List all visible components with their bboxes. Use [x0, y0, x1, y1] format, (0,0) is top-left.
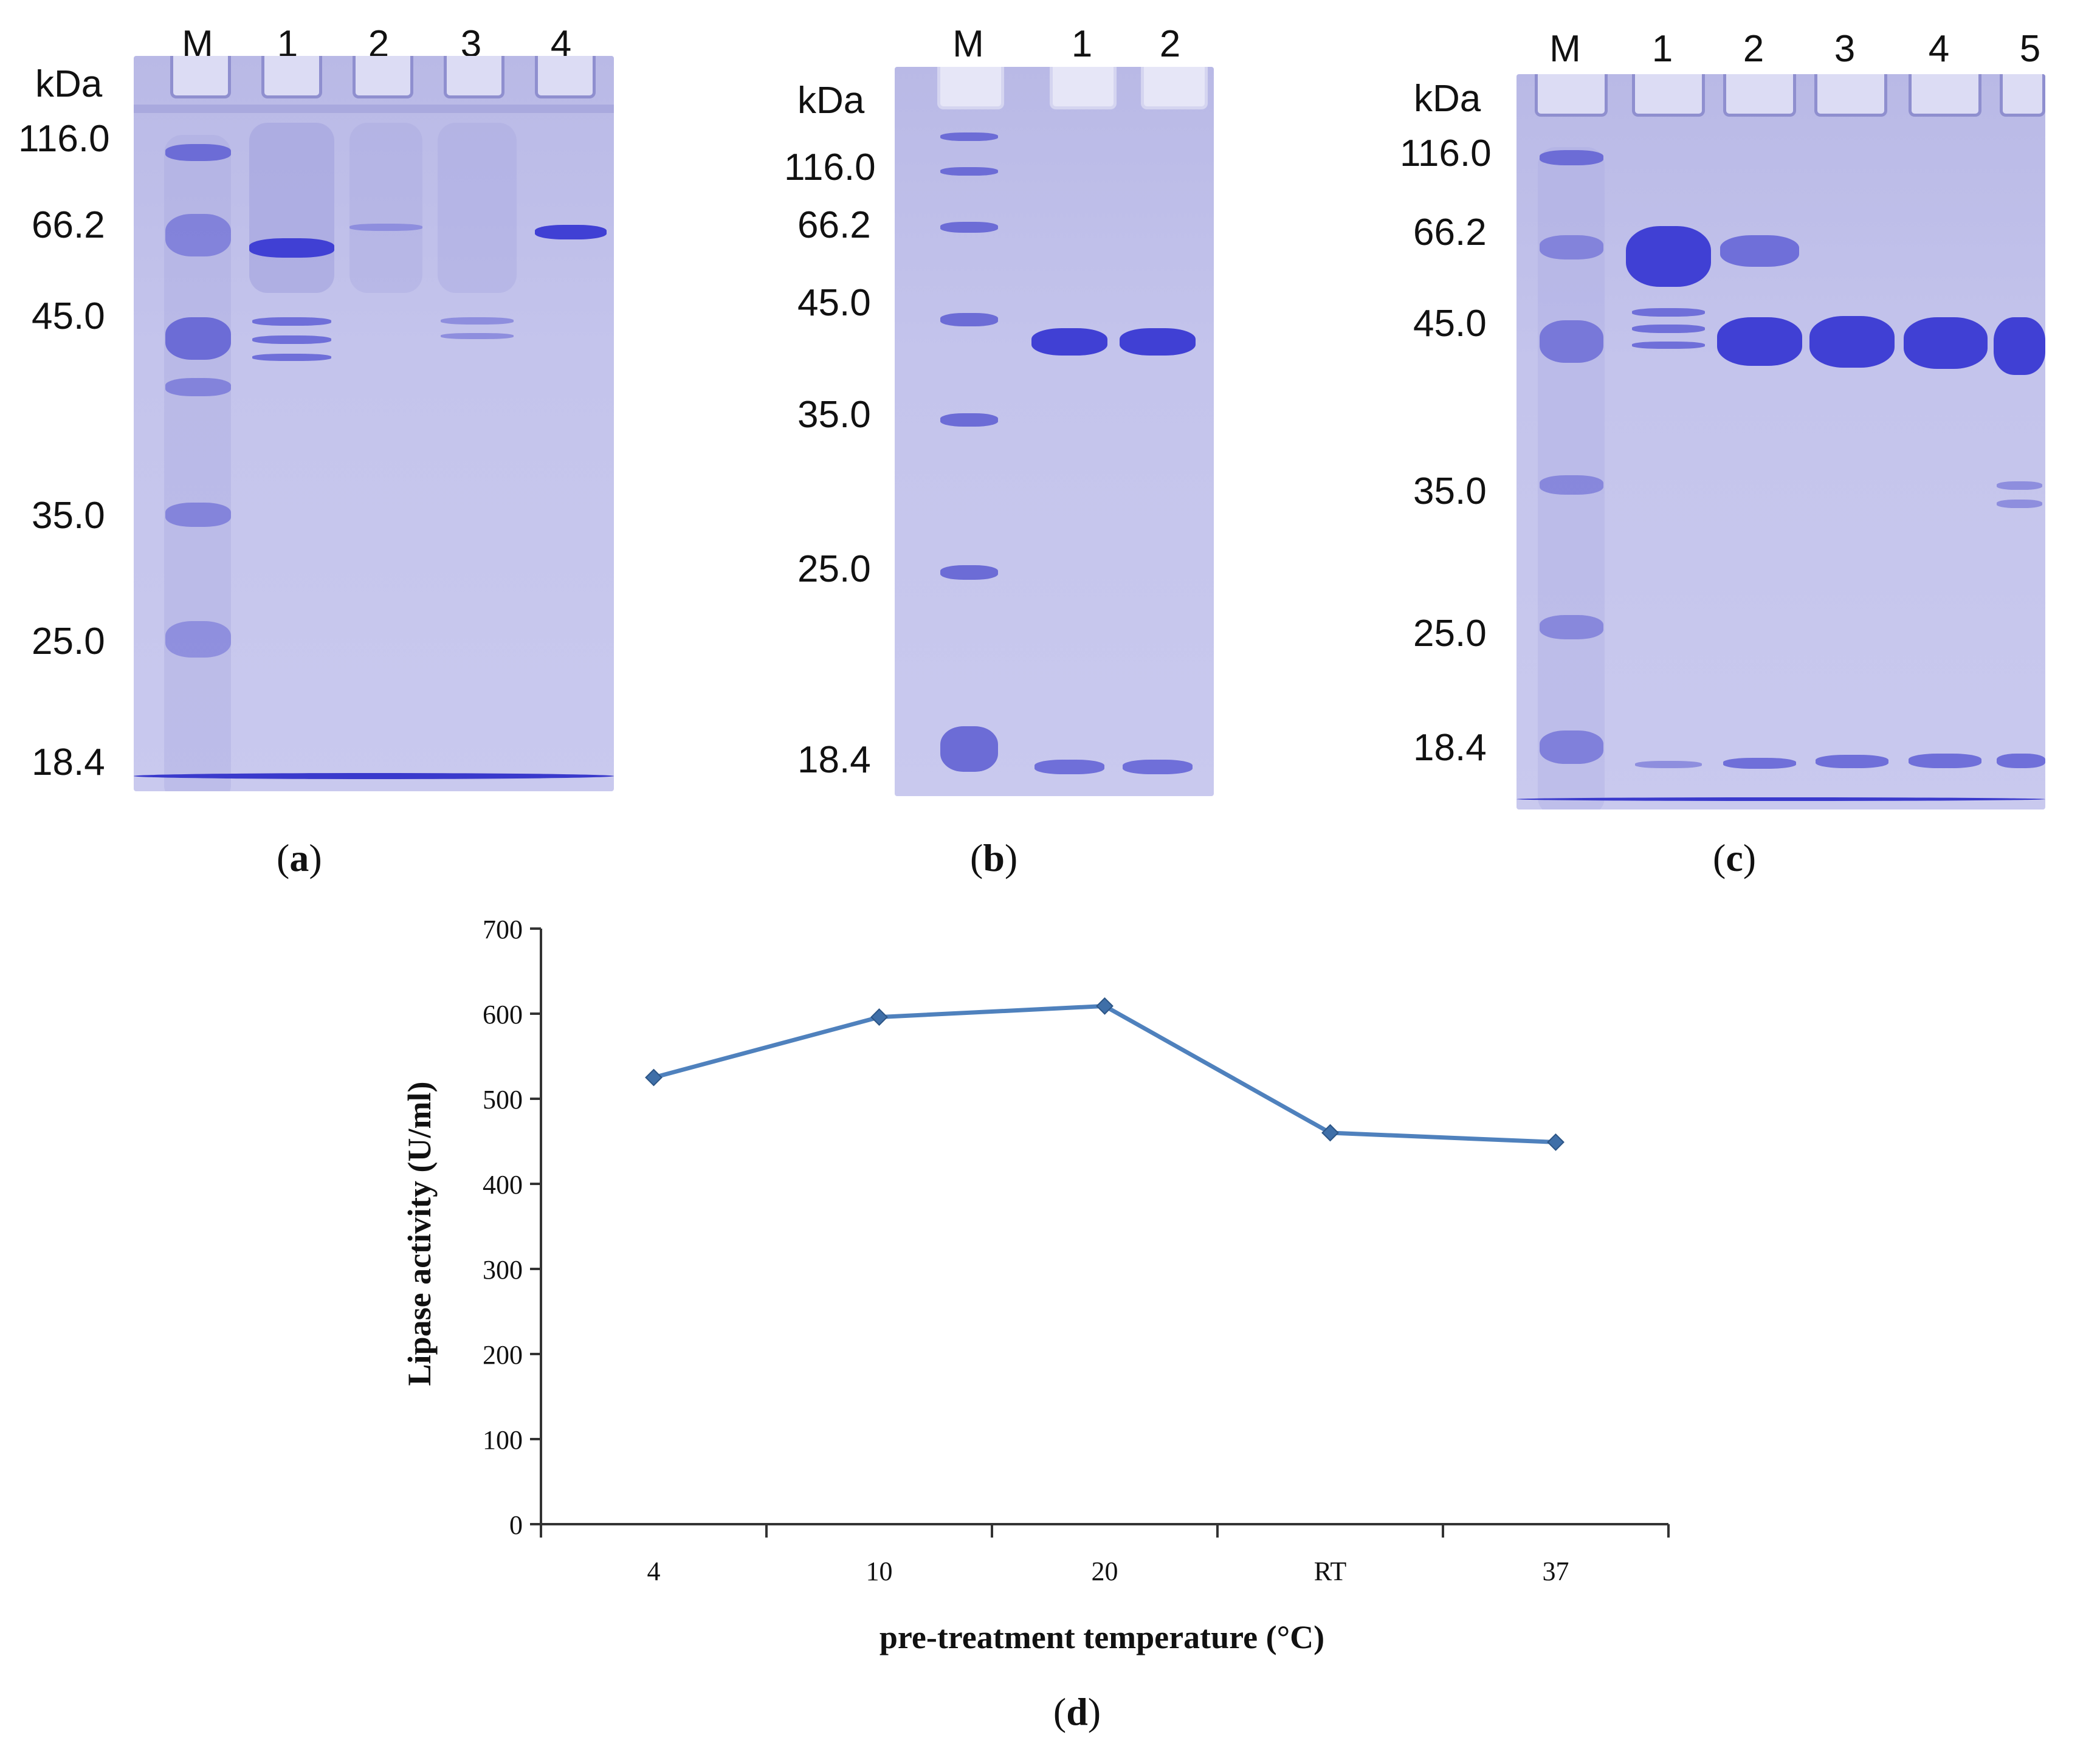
- y-tick-label: 100: [483, 1425, 523, 1455]
- unit-label: kDa: [35, 63, 103, 105]
- data-point: [645, 1068, 663, 1087]
- y-tick-label: 400: [483, 1170, 523, 1200]
- marker-label-18: 18.4: [797, 739, 871, 781]
- unit-label: kDa: [1414, 78, 1481, 120]
- data-point: [1547, 1133, 1565, 1151]
- marker-label-116: 116.0: [784, 146, 876, 188]
- lane-label-M: M: [1549, 28, 1581, 70]
- y-axis-title: Lipase activity (U/ml): [401, 1082, 438, 1386]
- x-tick-label: 4: [647, 1556, 661, 1586]
- x-tick-label: 10: [866, 1556, 893, 1586]
- marker-label-116: 116.0: [18, 118, 110, 160]
- marker-label-66: 66.2: [797, 204, 871, 246]
- marker-label-35: 35.0: [1413, 470, 1487, 512]
- marker-label-116: 116.0: [1400, 132, 1492, 174]
- lane-label-1: 1: [1651, 28, 1673, 70]
- marker-label-25: 25.0: [32, 620, 105, 662]
- gel-image-b: [895, 67, 1214, 796]
- lane-label-1: 1: [1071, 23, 1093, 65]
- marker-label-45: 45.0: [1413, 303, 1487, 345]
- y-tick-label: 500: [483, 1085, 523, 1115]
- x-tick-label: 20: [1092, 1556, 1118, 1586]
- lane-label-2: 2: [1159, 23, 1181, 65]
- y-tick-label: 300: [483, 1255, 523, 1285]
- y-tick-label: 0: [509, 1510, 523, 1540]
- marker-label-66: 66.2: [32, 204, 105, 246]
- data-point: [1096, 997, 1114, 1015]
- data-point: [870, 1008, 888, 1026]
- series-line: [653, 1003, 1556, 1144]
- lane-label-3: 3: [1834, 28, 1856, 70]
- gel-image-c: [1516, 74, 2045, 809]
- marker-label-66: 66.2: [1413, 211, 1487, 253]
- data-point: [1321, 1124, 1339, 1142]
- lane-label-4: 4: [1928, 28, 1950, 70]
- marker-label-45: 45.0: [32, 295, 105, 337]
- marker-label-35: 35.0: [797, 394, 871, 436]
- panel-label-d: (d): [1053, 1690, 1101, 1733]
- unit-label: kDa: [797, 80, 865, 122]
- panel-label-c: (c): [1713, 836, 1757, 879]
- x-tick-label: 37: [1543, 1556, 1569, 1586]
- lane-label-M: M: [952, 23, 984, 65]
- x-tick-label: RT: [1314, 1556, 1347, 1586]
- marker-label-18: 18.4: [1413, 727, 1487, 769]
- marker-label-25: 25.0: [797, 548, 871, 590]
- marker-label-18: 18.4: [32, 741, 105, 783]
- lane-label-5: 5: [2019, 28, 2041, 70]
- y-tick-label: 700: [483, 915, 523, 944]
- y-tick-label: 600: [483, 1000, 523, 1029]
- y-tick-label: 200: [483, 1340, 523, 1370]
- marker-label-35: 35.0: [32, 495, 105, 537]
- panel-label-a: (a): [277, 836, 322, 879]
- gel-image-a: [134, 56, 614, 791]
- marker-label-45: 45.0: [797, 282, 871, 324]
- lane-label-2: 2: [1743, 28, 1764, 70]
- marker-label-25: 25.0: [1413, 613, 1487, 655]
- x-axis-title: pre-treatment temperature (°C): [880, 1619, 1324, 1655]
- panel-label-b: (b): [970, 836, 1018, 879]
